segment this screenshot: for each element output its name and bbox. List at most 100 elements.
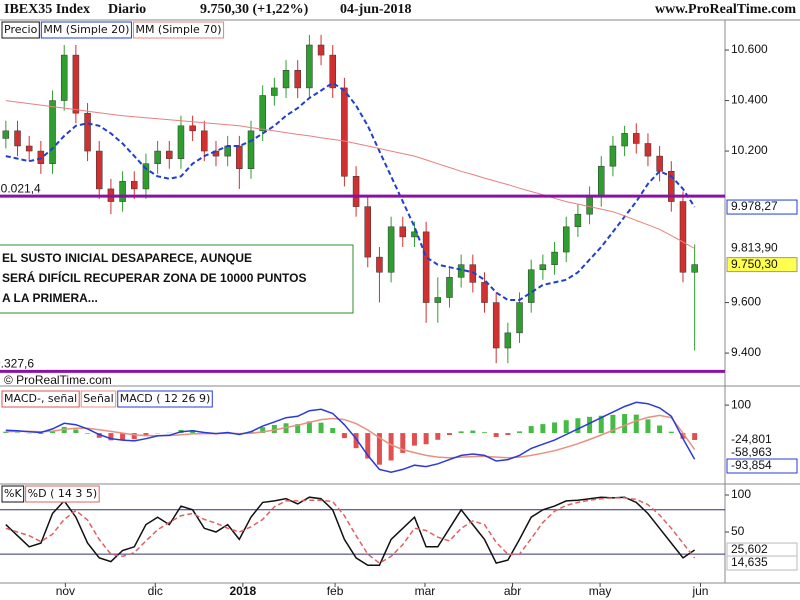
series-line [5, 414, 696, 459]
histogram-bar [73, 429, 79, 434]
legend-label: MM (Simple 20) [43, 23, 129, 36]
y-tick-label: 9.600 [731, 295, 761, 309]
histogram-bar [668, 431, 674, 434]
candle-body [516, 302, 523, 334]
candle-body [224, 145, 231, 157]
histogram-bar [610, 414, 616, 434]
histogram-bar [376, 433, 382, 465]
copyright: © ProRealTime.com [4, 373, 112, 387]
histogram-bar [575, 418, 581, 434]
histogram-bar [411, 433, 417, 446]
x-tick-label: mar [415, 584, 436, 598]
annotation-box [0, 244, 354, 314]
candle-body [282, 69, 290, 89]
histogram-bar [400, 433, 406, 453]
candle-body [457, 264, 465, 278]
candle-body [597, 165, 605, 197]
candle-body [656, 155, 663, 172]
histogram-bar [633, 414, 639, 434]
candle-body [142, 163, 150, 190]
level-label: 10.021,4 [0, 181, 41, 195]
candle-body [434, 297, 442, 303]
candle-body [236, 145, 243, 169]
histogram-bar [657, 425, 663, 434]
header-last: 9.750,30 (+1,22%) [200, 2, 309, 17]
candle-body [294, 69, 301, 89]
last-value-label: 14,635 [731, 555, 768, 569]
legend-box [1, 21, 40, 39]
last-value-label: -24,801 [731, 432, 772, 446]
header-source: www.ProRealTime.com [655, 2, 796, 17]
header-title: IBEX35 Index [4, 2, 90, 17]
histogram-bar [15, 432, 21, 434]
candle-body [317, 44, 325, 56]
legend-label: %D ( 14 3 5) [28, 487, 98, 500]
annotation-text: EL SUSTO INICIAL DESAPARECE, AUNQUE [2, 251, 252, 265]
legend-label: MM (Simple 70) [135, 23, 221, 36]
candle-body [422, 231, 430, 303]
candle-body [586, 196, 593, 215]
histogram-bar [120, 433, 126, 441]
last-value-box [726, 199, 798, 215]
last-value-box [727, 432, 797, 447]
candle-body [60, 54, 68, 101]
histogram-bar [85, 433, 91, 434]
candle-body [131, 181, 138, 190]
histogram-bar [552, 422, 558, 434]
histogram-bar [645, 419, 651, 434]
candle-body [551, 251, 558, 265]
header-period: Diario [108, 2, 146, 17]
candle-body [376, 256, 383, 273]
x-tick-label: jun [691, 584, 708, 598]
legend-label: Precio [4, 23, 38, 36]
candle-body [492, 302, 500, 349]
last-value-box [727, 241, 797, 256]
y-tick-label: 10.600 [731, 42, 768, 56]
candle-body [166, 150, 173, 159]
candle-body [177, 125, 185, 159]
y-tick-label: 100 [731, 397, 751, 411]
legend-box [1, 390, 80, 408]
histogram-bar [470, 430, 476, 434]
candle-body [527, 269, 535, 303]
candle-body [25, 145, 33, 152]
candle-body [14, 130, 21, 147]
legend-box [80, 390, 117, 408]
histogram-bar [587, 416, 593, 434]
candle-body [72, 54, 80, 114]
histogram-bar [353, 433, 359, 449]
histogram-bar [435, 433, 441, 440]
candle-body [644, 143, 652, 157]
last-value-box [726, 458, 798, 474]
series-line [5, 100, 695, 249]
candle-body [481, 282, 488, 303]
histogram-bar [622, 414, 628, 434]
histogram-bar [50, 430, 56, 434]
candle-body [329, 54, 336, 89]
y-tick-label: 10.200 [731, 143, 768, 157]
histogram-bar [680, 433, 686, 439]
last-value-label: 9.978,27 [731, 199, 778, 213]
histogram-bar [330, 428, 336, 434]
series-line [5, 496, 696, 567]
legend-box [40, 21, 132, 39]
candle-body [2, 130, 10, 139]
histogram-bar [528, 426, 534, 434]
histogram-bar [295, 424, 301, 434]
x-tick-label: abr [504, 584, 521, 598]
x-tick-label: feb [327, 584, 344, 598]
series-line [5, 497, 696, 564]
histogram-bar [458, 431, 464, 434]
y-tick-label: 10.400 [731, 93, 768, 107]
histogram-bar [563, 420, 569, 434]
legend-label: MACD-, señal [4, 392, 77, 405]
y-tick-label: 9.400 [731, 345, 761, 359]
candle-body [189, 125, 196, 132]
candle-body [49, 100, 56, 164]
x-tick-label: nov [56, 584, 75, 598]
histogram-bar [388, 433, 394, 461]
candle-body [259, 95, 266, 132]
candle-body [668, 171, 675, 202]
candle-body [504, 332, 512, 349]
histogram-bar [306, 421, 312, 434]
